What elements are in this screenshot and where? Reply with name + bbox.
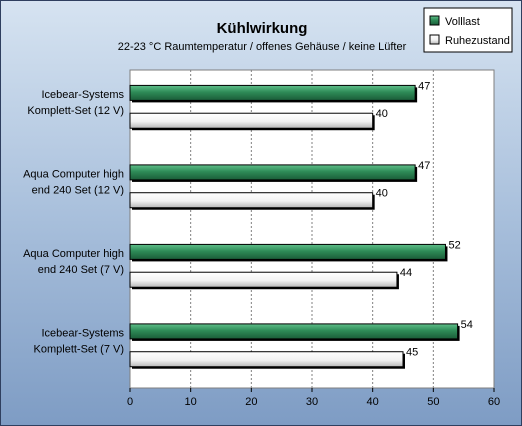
x-tick-label: 40 [367,396,379,408]
category-label: Aqua Computer high [23,168,124,180]
x-axis-ticks: 0 10 20 30 40 50 60 [127,388,500,408]
bar-ruhezustand [129,112,374,129]
bar-volllast [129,323,459,340]
legend-box [423,7,513,53]
value-label: 40 [376,108,388,120]
legend-label-ruhezustand: Ruhezustand [445,35,510,47]
value-label: 44 [400,267,412,279]
value-label: 52 [448,239,460,251]
bar-ruhezustand [129,192,374,209]
x-tick-label: 0 [127,396,133,408]
x-tick-label: 20 [245,396,257,408]
legend-swatch-volllast [429,15,440,26]
legend-swatch-ruhezustand [429,34,440,45]
bar-ruhezustand [129,351,404,368]
value-label: 54 [461,319,473,331]
category-label: Komplett-Set (7 V) [34,343,124,355]
bar-ruhezustand [129,271,398,288]
category-label: Aqua Computer high [23,248,124,260]
x-tick-label: 50 [427,396,439,408]
value-label: 47 [418,80,430,92]
category-label: Komplett-Set (12 V) [27,105,124,117]
bars [129,84,460,369]
x-tick-label: 10 [185,396,197,408]
value-labels: 47 40 47 40 52 44 54 45 [376,80,473,358]
value-label: 40 [376,188,388,200]
category-label: end 240 Set (7 V) [38,264,124,276]
value-label: 47 [418,160,430,172]
category-labels: Icebear-Systems Komplett-Set (12 V) Aqua C… [23,89,124,355]
category-label: end 240 Set (12 V) [32,184,124,196]
value-label: 45 [406,347,418,359]
legend-label-volllast: Volllast [445,16,480,28]
category-label: Icebear-Systems [41,327,124,339]
x-tick-label: 30 [306,396,318,408]
chart-subtitle: 22-23 °C Raumtemperatur / offenes Gehäus… [118,41,407,53]
x-tick-label: 60 [488,396,500,408]
chart-title: Kühlwirkung [217,20,308,37]
bar-volllast [129,164,416,181]
category-label: Icebear-Systems [41,89,124,101]
bar-volllast [129,84,416,101]
bar-volllast [129,243,446,260]
legend: Volllast Ruhezustand [423,7,513,53]
